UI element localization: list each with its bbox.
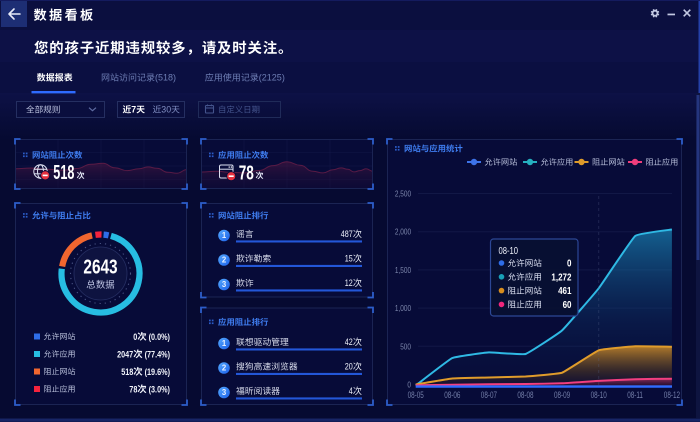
- svg-text:461: 461: [558, 285, 571, 296]
- svg-text:500: 500: [400, 341, 411, 351]
- svg-text:60: 60: [563, 299, 572, 310]
- svg-text:78: 78: [239, 161, 254, 185]
- svg-text:0: 0: [133, 331, 137, 342]
- svg-text:08-05: 08-05: [408, 390, 424, 400]
- svg-text:518: 518: [121, 366, 133, 377]
- svg-text:12: 12: [345, 278, 353, 288]
- svg-text:(518): (518): [155, 73, 176, 83]
- svg-text:1,272: 1,272: [551, 271, 571, 282]
- svg-text:518: 518: [53, 161, 74, 184]
- svg-text:2643: 2643: [83, 255, 117, 278]
- svg-text:78: 78: [129, 383, 137, 394]
- svg-text:(3.0%): (3.0%): [147, 383, 171, 394]
- svg-text:2,500: 2,500: [395, 189, 411, 199]
- svg-text:1,000: 1,000: [395, 303, 411, 313]
- svg-text:2: 2: [222, 256, 227, 265]
- svg-text:30: 30: [161, 105, 171, 115]
- svg-text:08-07: 08-07: [481, 390, 497, 400]
- svg-text:42: 42: [345, 337, 353, 347]
- svg-text:3: 3: [222, 280, 227, 289]
- svg-text:(19.6%): (19.6%): [143, 366, 171, 377]
- svg-text:1: 1: [222, 231, 227, 240]
- svg-text:20: 20: [345, 362, 353, 372]
- svg-text:0: 0: [407, 380, 411, 390]
- svg-text:08-06: 08-06: [444, 390, 460, 400]
- svg-text:2,000: 2,000: [395, 227, 411, 237]
- svg-text:3: 3: [222, 388, 227, 397]
- svg-text:(0.0%): (0.0%): [147, 331, 171, 342]
- svg-text:(2125): (2125): [259, 73, 285, 83]
- svg-text:2: 2: [222, 364, 227, 373]
- svg-text:08-09: 08-09: [554, 390, 570, 400]
- svg-text:08-08: 08-08: [517, 390, 533, 400]
- svg-text:08-12: 08-12: [664, 390, 680, 400]
- svg-text:08-11: 08-11: [627, 390, 643, 400]
- svg-text:487: 487: [341, 229, 353, 239]
- svg-text:08-10: 08-10: [499, 245, 519, 256]
- svg-text:15: 15: [345, 254, 353, 264]
- svg-text:(77.4%): (77.4%): [143, 348, 171, 359]
- svg-text:4: 4: [349, 386, 353, 396]
- svg-text:1,500: 1,500: [395, 265, 411, 275]
- svg-text:0: 0: [567, 258, 571, 269]
- svg-text:1: 1: [222, 339, 227, 348]
- svg-text:08-10: 08-10: [591, 390, 607, 400]
- svg-text:2047: 2047: [117, 348, 133, 359]
- svg-text:7: 7: [131, 105, 136, 115]
